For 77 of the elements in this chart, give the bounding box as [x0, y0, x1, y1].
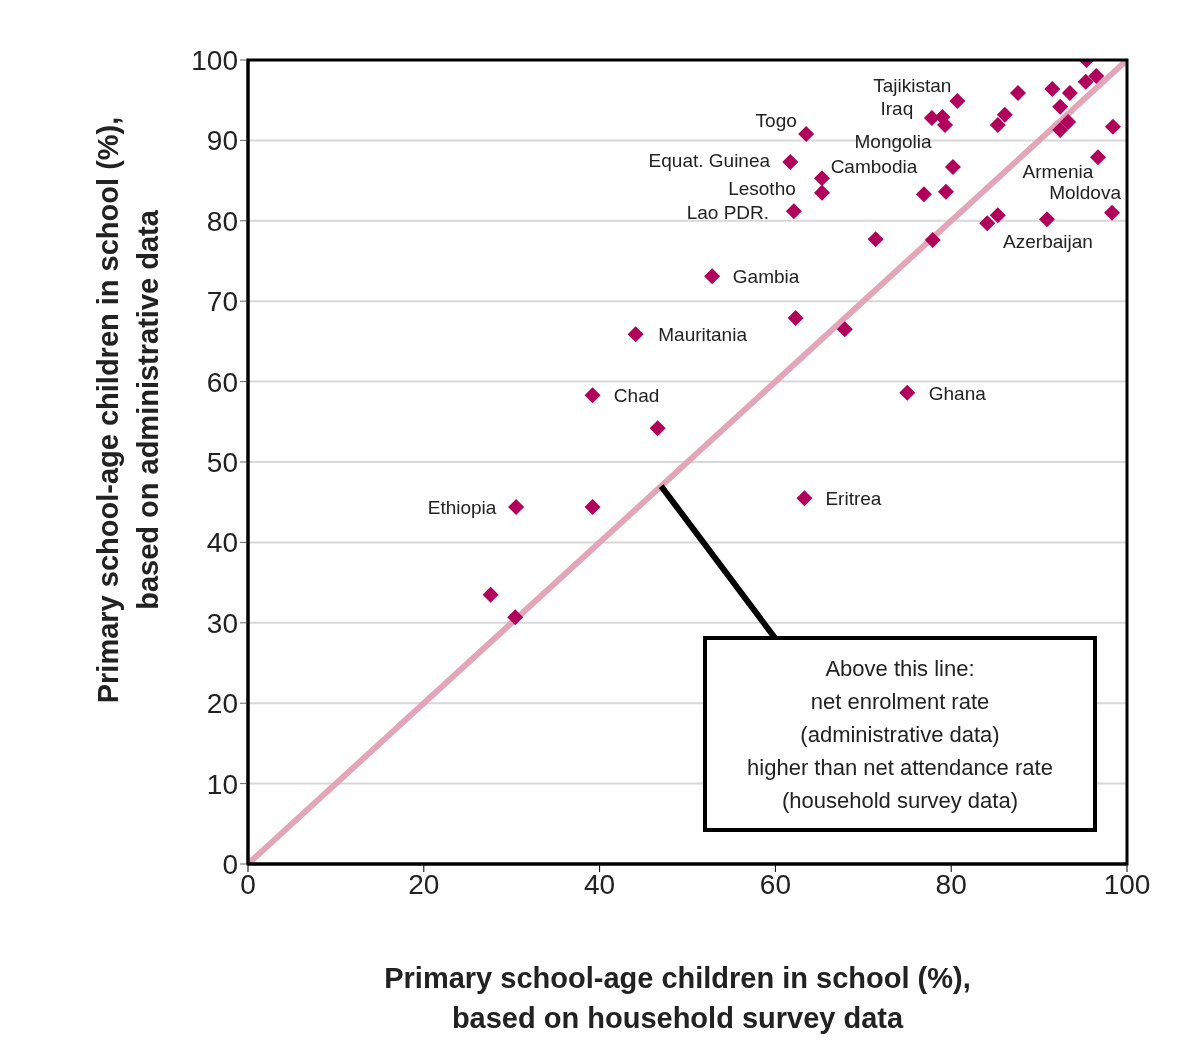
point [1010, 84, 1026, 101]
annotation: Mongolia [854, 130, 933, 152]
y-axis-title: Primary school-age children in school (%), based on administrative data [92, 116, 165, 704]
y-tick-label: 40 [206, 527, 238, 559]
y-tick-label: 80 [206, 205, 238, 237]
annotation: Moldova [1049, 182, 1122, 204]
point [785, 203, 802, 220]
annotation: Lesotho [728, 177, 796, 199]
point [507, 609, 524, 626]
annotation: Gambia [732, 265, 800, 287]
annotation: Tajikistan [873, 74, 952, 96]
annotation: Above this line: net enrolment rate (administrative data) higher than net attendance rate (household survey data) [747, 655, 1053, 813]
point [782, 154, 799, 171]
annotation: Togo [755, 109, 797, 131]
point [584, 387, 601, 404]
x-tick-label: 20 [408, 868, 440, 900]
point [924, 232, 941, 249]
point [1044, 80, 1061, 97]
point [923, 109, 940, 126]
annotation: Chad [613, 384, 660, 406]
annotation: Ghana [928, 382, 987, 404]
annotation: Azerbaijan [1003, 230, 1093, 252]
point [1060, 113, 1077, 130]
point [989, 117, 1006, 134]
point [1104, 204, 1121, 221]
point [584, 499, 601, 516]
annotation: Lao PDR. [686, 201, 770, 223]
point [798, 125, 815, 142]
y-tick-label: 0 [222, 848, 238, 880]
point [627, 326, 644, 343]
annotation: Armenia [1022, 160, 1094, 182]
y-tick-label: 50 [206, 446, 238, 478]
point [704, 268, 721, 285]
point [1052, 98, 1069, 115]
point [508, 499, 525, 516]
point [937, 183, 954, 200]
x-tick-label: 60 [759, 868, 791, 900]
annotation: Iraq [880, 97, 914, 119]
x-tick-label: 80 [935, 868, 967, 900]
point [1089, 149, 1106, 166]
point [1061, 84, 1078, 101]
point [949, 93, 966, 109]
annotation: Equat. Guinea [648, 149, 771, 171]
point [944, 158, 961, 175]
annotation: Ethiopia [427, 496, 497, 518]
point [1077, 73, 1094, 90]
annotation: Mauritania [658, 323, 748, 345]
point [979, 215, 996, 232]
y-tick-label: 60 [206, 366, 238, 398]
y-tick-label: 90 [206, 125, 238, 157]
point [796, 490, 813, 507]
x-tick-label: 100 [1103, 868, 1151, 900]
annotation: Cambodia [830, 155, 918, 177]
x-tick-label: 40 [584, 868, 616, 900]
point [1039, 211, 1056, 228]
point [1088, 68, 1105, 85]
annotation: Eritrea [825, 487, 882, 509]
point [649, 420, 666, 437]
point [867, 231, 884, 248]
point [1104, 118, 1121, 135]
point [937, 117, 954, 134]
point [813, 170, 830, 187]
y-tick-label: 20 [206, 688, 238, 720]
y-tick-label: 70 [206, 286, 238, 318]
point [787, 310, 804, 327]
point [813, 184, 830, 201]
y-tick-label: 30 [206, 607, 238, 639]
point [1052, 121, 1069, 138]
point [989, 207, 1006, 224]
x-axis-title: Primary school-age children in school (%), based on household survey data [384, 962, 971, 1035]
y-tick-label: 100 [191, 44, 238, 76]
point [996, 106, 1013, 123]
point [915, 186, 932, 203]
y-tick-label: 10 [206, 768, 238, 800]
point [899, 384, 916, 401]
point [836, 321, 853, 338]
point [482, 586, 499, 603]
